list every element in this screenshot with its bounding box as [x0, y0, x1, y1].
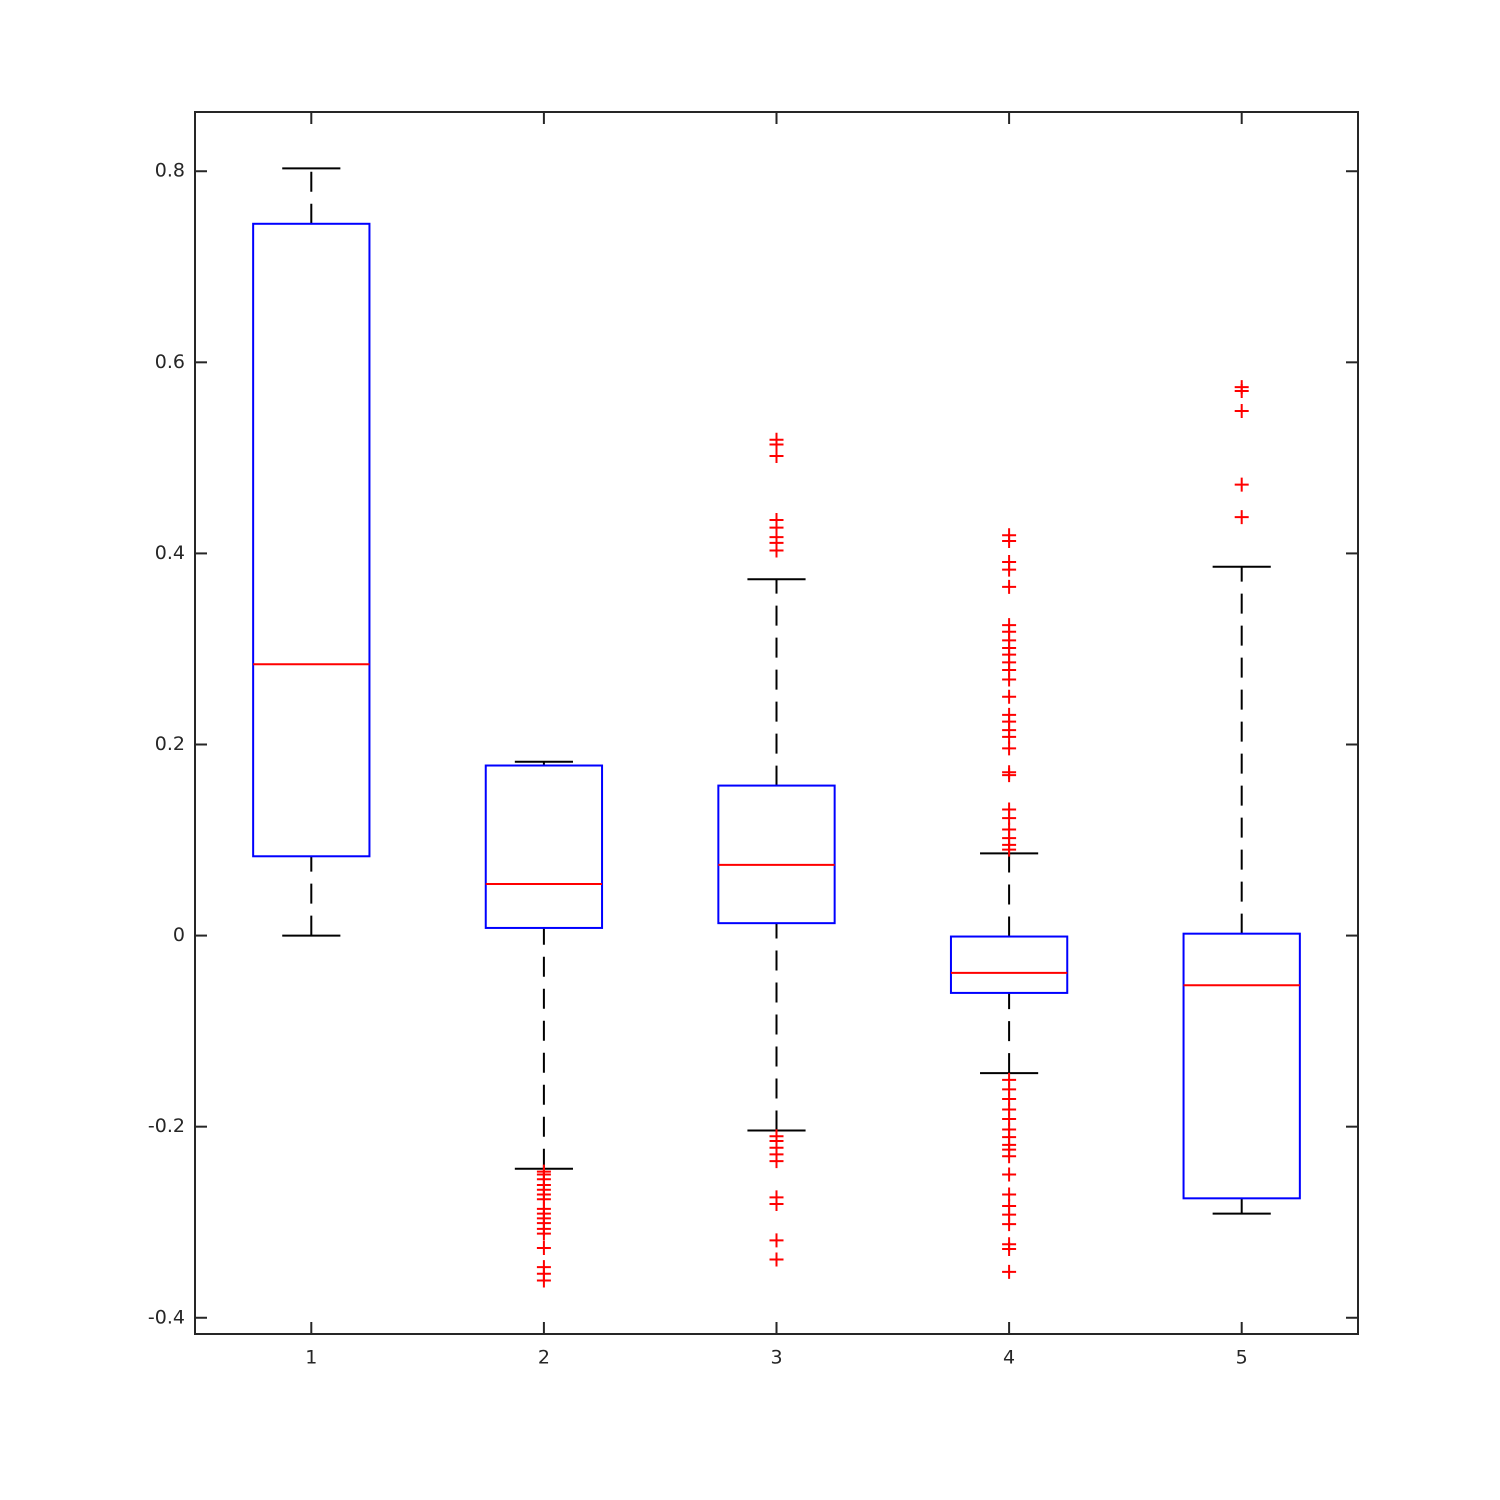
outlier	[1234, 477, 1249, 492]
outlier	[1002, 1241, 1017, 1256]
y-tick-label: 0.2	[155, 733, 185, 755]
outlier	[1002, 579, 1017, 594]
outlier	[769, 1252, 784, 1267]
x-tick-label: 2	[538, 1347, 550, 1369]
y-tick-label: -0.4	[148, 1306, 185, 1328]
outlier	[1002, 1264, 1017, 1279]
outlier	[1002, 1167, 1017, 1182]
outlier	[769, 448, 784, 463]
outlier	[769, 1233, 784, 1248]
box	[252, 222, 371, 858]
outlier	[1002, 1149, 1017, 1164]
outlier	[769, 1154, 784, 1169]
outlier	[1234, 383, 1249, 398]
outlier	[536, 1273, 551, 1288]
outlier	[536, 1226, 551, 1241]
outlier	[536, 1241, 551, 1256]
outlier	[1002, 672, 1017, 687]
x-tick-label: 4	[1003, 1347, 1015, 1369]
box	[1182, 932, 1301, 1200]
outlier	[1234, 404, 1249, 419]
x-tick-label: 5	[1236, 1347, 1248, 1369]
box	[949, 935, 1069, 994]
outlier	[1002, 768, 1017, 783]
y-tick-label: 0.8	[155, 160, 185, 182]
x-tick-label: 1	[305, 1347, 317, 1369]
x-tick-label: 3	[770, 1347, 782, 1369]
box	[717, 784, 836, 925]
box	[484, 764, 604, 929]
outlier	[1002, 562, 1017, 577]
outlier	[1002, 689, 1017, 704]
outlier	[1002, 741, 1017, 756]
y-tick-label: -0.2	[148, 1115, 185, 1137]
outlier	[1002, 533, 1017, 548]
outlier	[769, 543, 784, 558]
outlier	[769, 1197, 784, 1212]
outlier	[1234, 510, 1249, 525]
y-tick-label: 0.4	[155, 542, 185, 564]
y-tick-label: 0	[173, 924, 185, 946]
outlier	[1002, 1217, 1017, 1232]
outlier	[1002, 842, 1017, 857]
y-tick-label: 0.6	[155, 351, 185, 373]
